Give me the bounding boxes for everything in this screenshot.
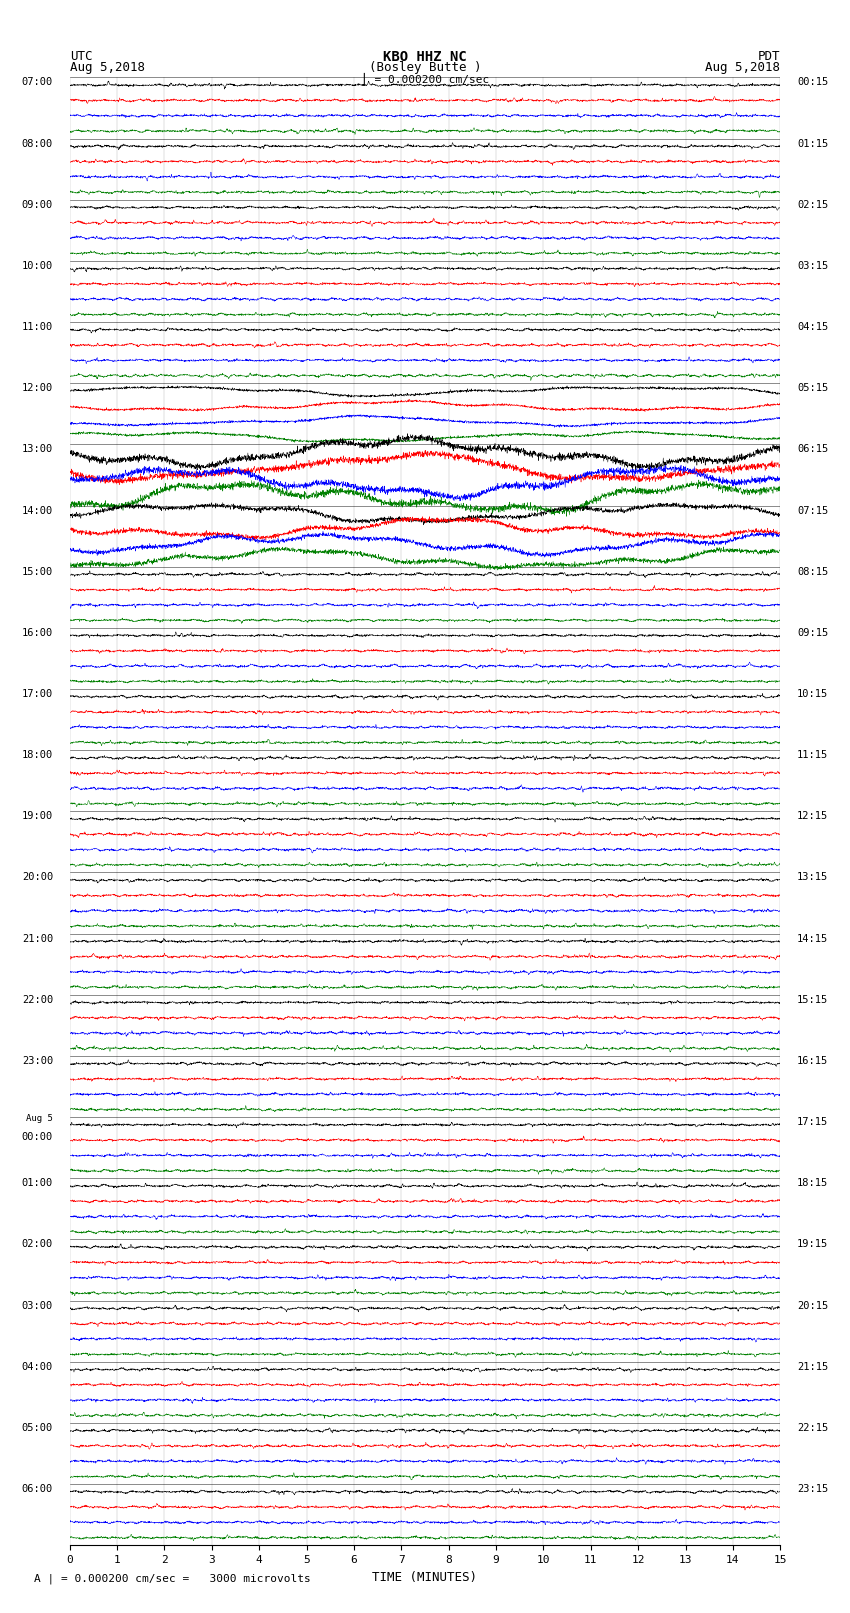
Text: 03:00: 03:00 bbox=[22, 1300, 53, 1311]
Text: 15:00: 15:00 bbox=[22, 566, 53, 577]
Text: 14:00: 14:00 bbox=[22, 505, 53, 516]
X-axis label: TIME (MINUTES): TIME (MINUTES) bbox=[372, 1571, 478, 1584]
Text: 08:00: 08:00 bbox=[22, 139, 53, 148]
Text: 22:00: 22:00 bbox=[22, 995, 53, 1005]
Text: 01:00: 01:00 bbox=[22, 1177, 53, 1189]
Text: 08:15: 08:15 bbox=[797, 566, 828, 577]
Text: 12:15: 12:15 bbox=[797, 811, 828, 821]
Text: 10:15: 10:15 bbox=[797, 689, 828, 698]
Text: 16:15: 16:15 bbox=[797, 1057, 828, 1066]
Text: 18:00: 18:00 bbox=[22, 750, 53, 760]
Text: 21:00: 21:00 bbox=[22, 934, 53, 944]
Text: 19:00: 19:00 bbox=[22, 811, 53, 821]
Text: 20:15: 20:15 bbox=[797, 1300, 828, 1311]
Text: Aug 5: Aug 5 bbox=[26, 1115, 53, 1123]
Text: ⎮ = 0.000200 cm/sec: ⎮ = 0.000200 cm/sec bbox=[361, 73, 489, 85]
Text: 00:15: 00:15 bbox=[797, 77, 828, 87]
Text: 11:00: 11:00 bbox=[22, 323, 53, 332]
Text: 23:15: 23:15 bbox=[797, 1484, 828, 1494]
Text: 07:00: 07:00 bbox=[22, 77, 53, 87]
Text: 20:00: 20:00 bbox=[22, 873, 53, 882]
Text: 03:15: 03:15 bbox=[797, 261, 828, 271]
Text: PDT: PDT bbox=[758, 50, 780, 63]
Text: 04:15: 04:15 bbox=[797, 323, 828, 332]
Text: Aug 5,2018: Aug 5,2018 bbox=[706, 61, 780, 74]
Text: 00:00: 00:00 bbox=[22, 1132, 53, 1142]
Text: 17:00: 17:00 bbox=[22, 689, 53, 698]
Text: 18:15: 18:15 bbox=[797, 1177, 828, 1189]
Text: Aug 5,2018: Aug 5,2018 bbox=[70, 61, 144, 74]
Text: 13:15: 13:15 bbox=[797, 873, 828, 882]
Text: A | = 0.000200 cm/sec =   3000 microvolts: A | = 0.000200 cm/sec = 3000 microvolts bbox=[34, 1573, 311, 1584]
Text: KBO HHZ NC: KBO HHZ NC bbox=[383, 50, 467, 65]
Text: 16:00: 16:00 bbox=[22, 627, 53, 637]
Text: 15:15: 15:15 bbox=[797, 995, 828, 1005]
Text: 05:00: 05:00 bbox=[22, 1423, 53, 1432]
Text: 23:00: 23:00 bbox=[22, 1057, 53, 1066]
Text: 19:15: 19:15 bbox=[797, 1239, 828, 1250]
Text: 02:15: 02:15 bbox=[797, 200, 828, 210]
Text: (Bosley Butte ): (Bosley Butte ) bbox=[369, 61, 481, 74]
Text: UTC: UTC bbox=[70, 50, 92, 63]
Text: 14:15: 14:15 bbox=[797, 934, 828, 944]
Text: 04:00: 04:00 bbox=[22, 1361, 53, 1371]
Text: 12:00: 12:00 bbox=[22, 384, 53, 394]
Text: 17:15: 17:15 bbox=[797, 1118, 828, 1127]
Text: 06:00: 06:00 bbox=[22, 1484, 53, 1494]
Text: 09:00: 09:00 bbox=[22, 200, 53, 210]
Text: 05:15: 05:15 bbox=[797, 384, 828, 394]
Text: 13:00: 13:00 bbox=[22, 444, 53, 455]
Text: 01:15: 01:15 bbox=[797, 139, 828, 148]
Text: 07:15: 07:15 bbox=[797, 505, 828, 516]
Text: 06:15: 06:15 bbox=[797, 444, 828, 455]
Text: 10:00: 10:00 bbox=[22, 261, 53, 271]
Text: 09:15: 09:15 bbox=[797, 627, 828, 637]
Text: 02:00: 02:00 bbox=[22, 1239, 53, 1250]
Text: 22:15: 22:15 bbox=[797, 1423, 828, 1432]
Text: 11:15: 11:15 bbox=[797, 750, 828, 760]
Text: 21:15: 21:15 bbox=[797, 1361, 828, 1371]
